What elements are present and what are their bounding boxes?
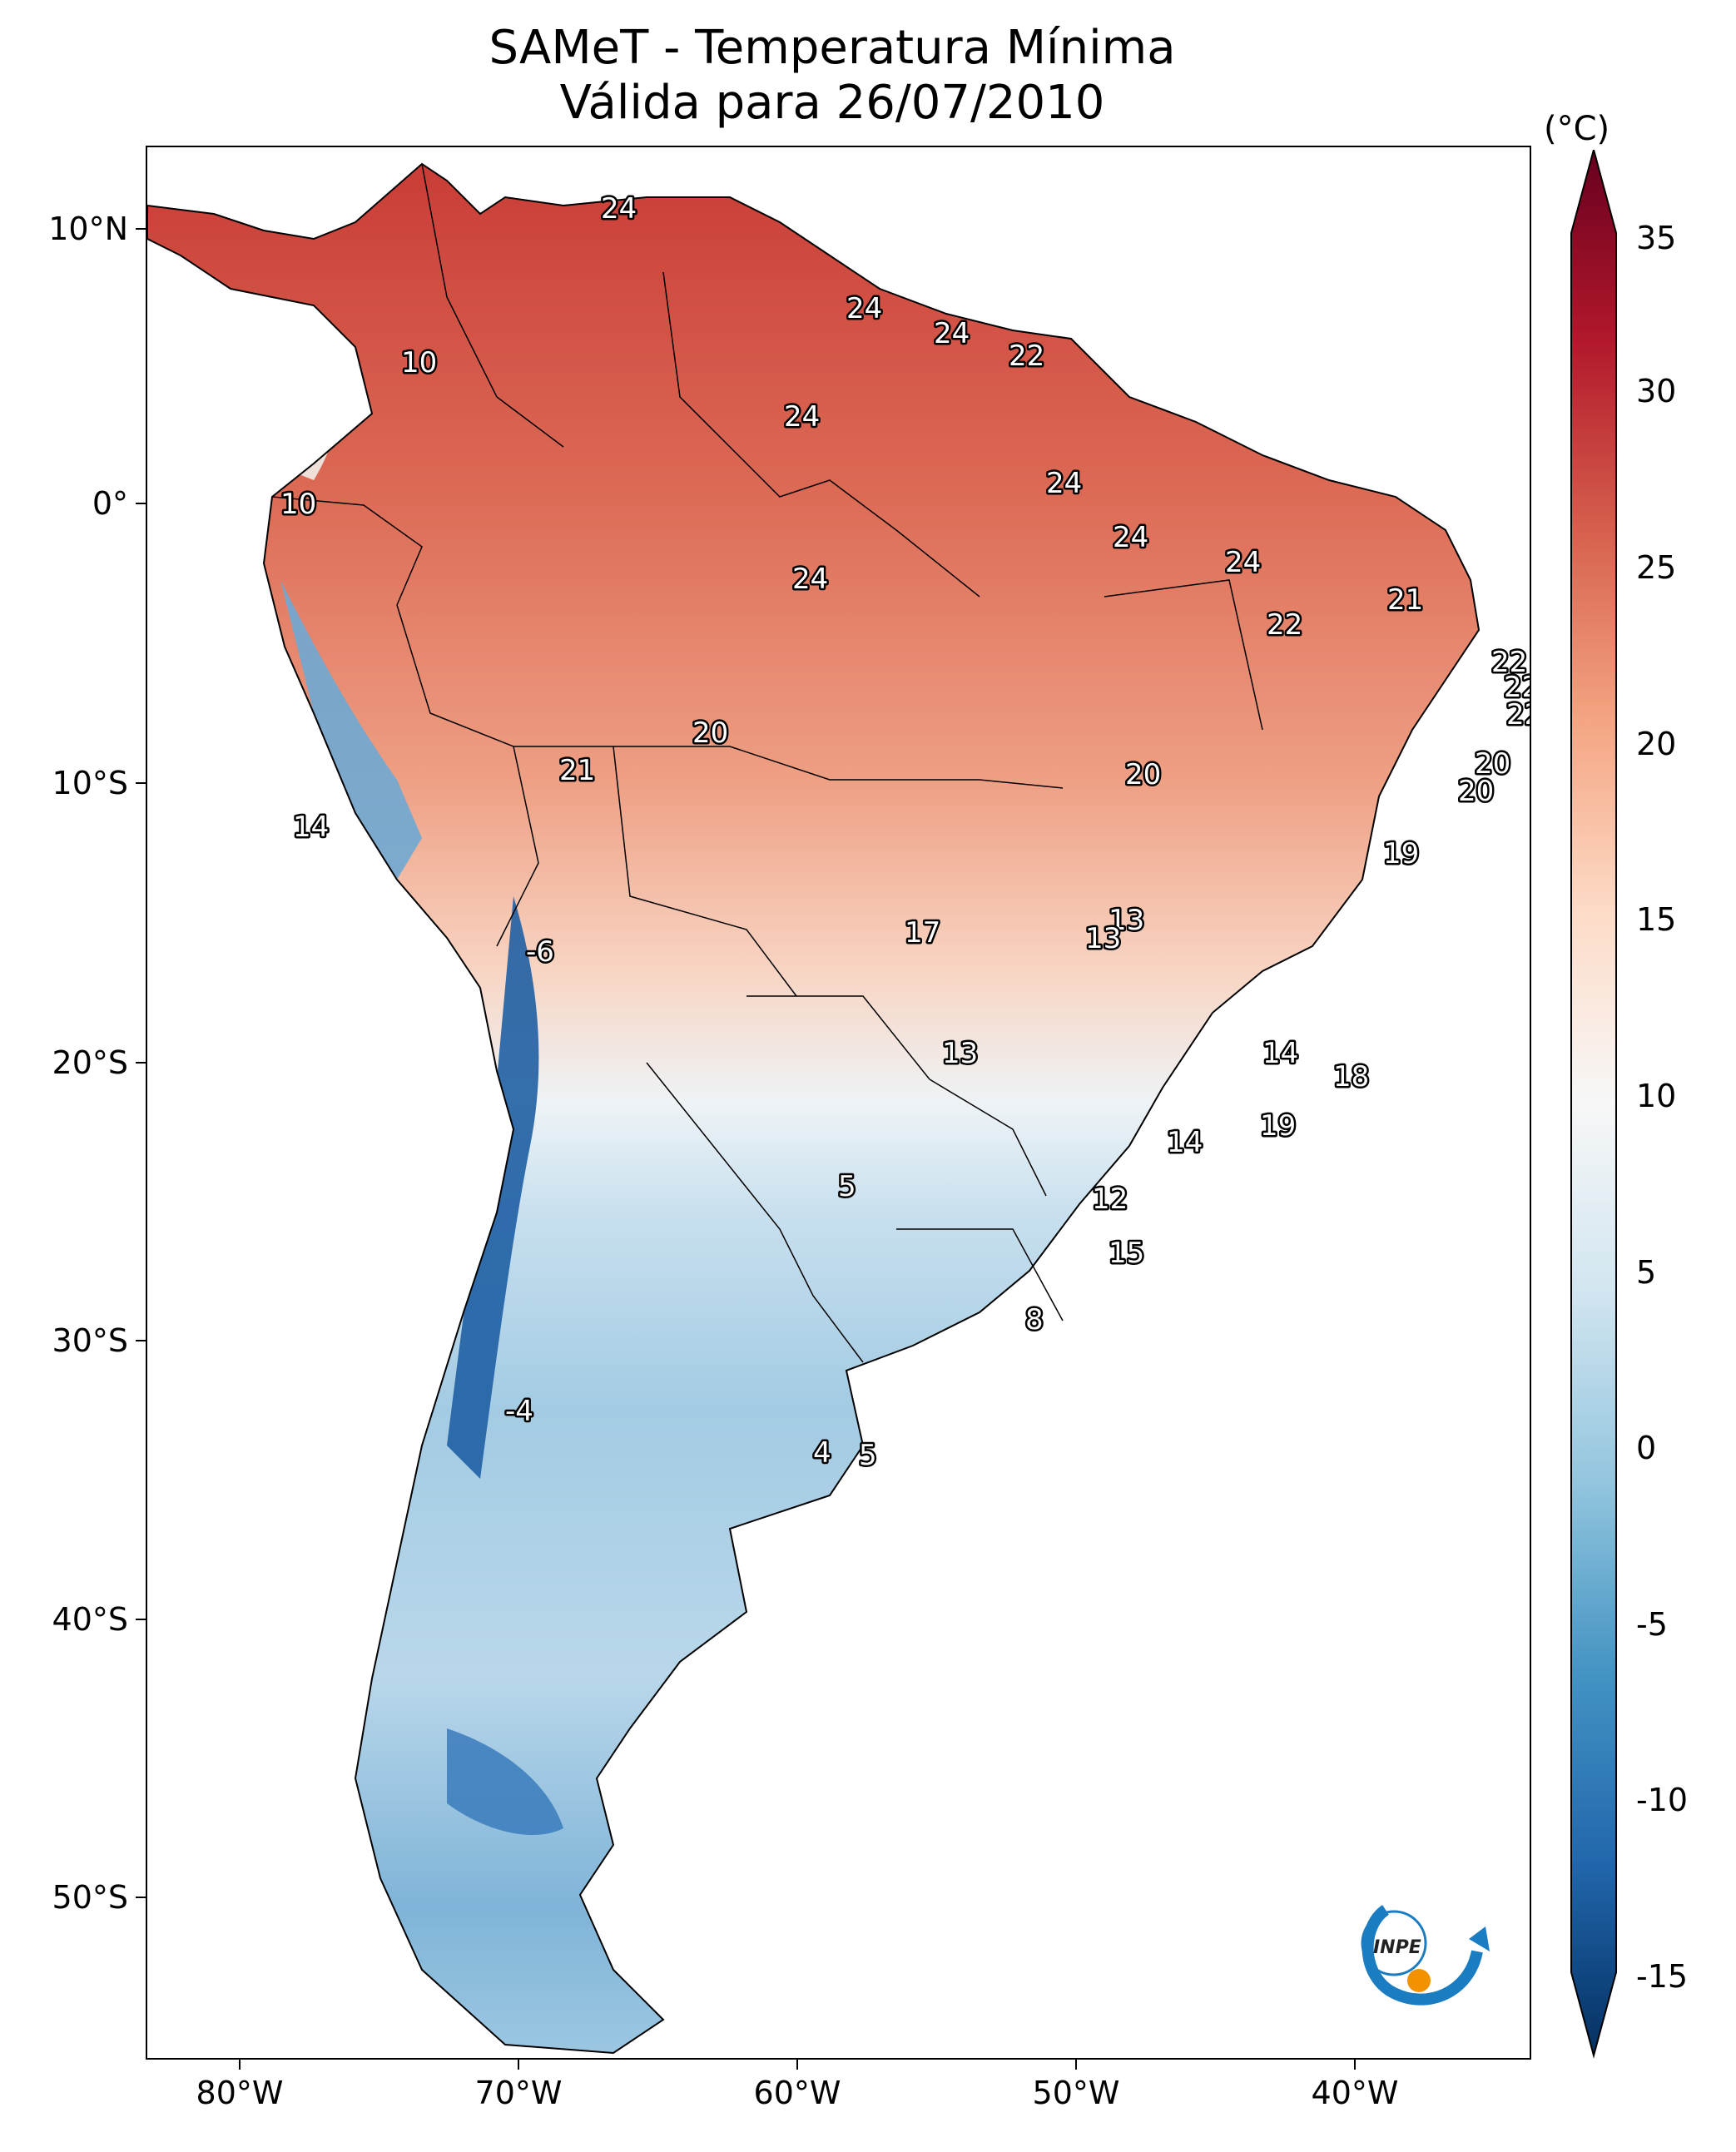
contour-label: 13 [942,1037,978,1070]
x-tick-70w: 70°W [474,2075,563,2111]
contour-label: 14 [1262,1037,1298,1070]
contour-label: 24 [1225,546,1261,579]
contour-label: 10 [280,488,316,521]
contour-label: 13 [1085,922,1121,955]
contour-label: 22 [1009,340,1044,373]
colorbar-unit: (°C) [1544,110,1610,148]
x-tick-40w: 40°W [1311,2075,1399,2111]
y-tick-30s: 30°S [52,1322,128,1359]
contour-label: 10 [401,346,437,379]
colorbar-tick: -10 [1636,1782,1689,1818]
contour-label: 24 [1046,467,1082,500]
land-temperature-field [147,162,1481,2055]
map-title: SAMeT - Temperatura Mínima [489,21,1176,75]
colorbar-tick: -15 [1636,1958,1689,1995]
contour-label: 5 [838,1170,856,1203]
map-subtitle: Válida para 26/07/2010 [559,76,1105,130]
contour-label: -6 [526,935,554,969]
x-tick-50w: 50°W [1032,2075,1120,2111]
contour-label: 24 [601,192,637,226]
contour-label: 5 [859,1439,877,1472]
logo-text: INPE [1373,1937,1421,1958]
contour-label: 22 [1504,671,1530,704]
inpe-logo-icon: INPE [1361,1905,1490,2006]
contour-label: -4 [505,1395,533,1428]
x-tick-80w: 80°W [196,2075,284,2111]
y-tick-10n: 10°N [48,211,128,247]
contour-label: 24 [792,563,828,596]
contour-label: 24 [846,292,882,325]
colorbar-tick: 35 [1636,220,1677,256]
contour-label: 21 [559,754,595,787]
contour-label: 22 [1491,646,1527,679]
contour-label: 20 [692,717,728,750]
contour-label: 21 [1387,583,1423,617]
contour-label: 22 [1506,698,1530,731]
contour-label: 13 [1109,904,1144,937]
contour-label: 18 [1333,1060,1369,1093]
colorbar-tick: 20 [1636,726,1677,762]
y-tick-50s: 50°S [52,1879,128,1916]
colorbar-tick: -5 [1636,1606,1668,1643]
contour-label: 4 [813,1436,831,1470]
country-borders [271,163,1263,1363]
colorbar-tick: 0 [1636,1430,1657,1466]
colorbar-tick: 5 [1636,1254,1657,1291]
contour-label: 19 [1260,1109,1296,1143]
contour-label: 12 [1092,1183,1128,1216]
y-tick-10s: 10°S [52,765,128,801]
y-tick-0: 0° [92,485,128,522]
contour-label: 14 [293,811,329,844]
colorbar-tick: 10 [1636,1078,1677,1114]
contour-label: 15 [1109,1237,1144,1270]
y-tick-40s: 40°S [52,1601,128,1638]
contour-label: 8 [1025,1303,1044,1336]
colorbar-tick: 25 [1636,549,1677,586]
x-tick-60w: 60°W [753,2075,841,2111]
colorbar [1570,150,1617,2059]
colorbar-tick: 15 [1636,901,1677,938]
contour-label: 24 [784,400,820,434]
contour-label: 17 [905,916,940,950]
contour-label: 22 [1267,608,1302,642]
temperature-map: 2424242210241024242424212222222220202120… [147,162,1530,2055]
contour-label: 20 [1475,747,1510,781]
contour-label: 24 [934,317,970,350]
y-tick-20s: 20°S [52,1044,128,1081]
contour-label: 19 [1383,837,1419,870]
contour-labels: 2424242210241024242424212222222220202120… [279,191,1530,1475]
colorbar-tick: 30 [1636,373,1677,409]
contour-label: 20 [1125,758,1161,791]
contour-label: 24 [1113,521,1148,554]
contour-label: 14 [1167,1126,1203,1159]
contour-label: 20 [1458,775,1494,808]
map-area: 2424242210241024242424212222222220202120… [146,146,1531,2060]
